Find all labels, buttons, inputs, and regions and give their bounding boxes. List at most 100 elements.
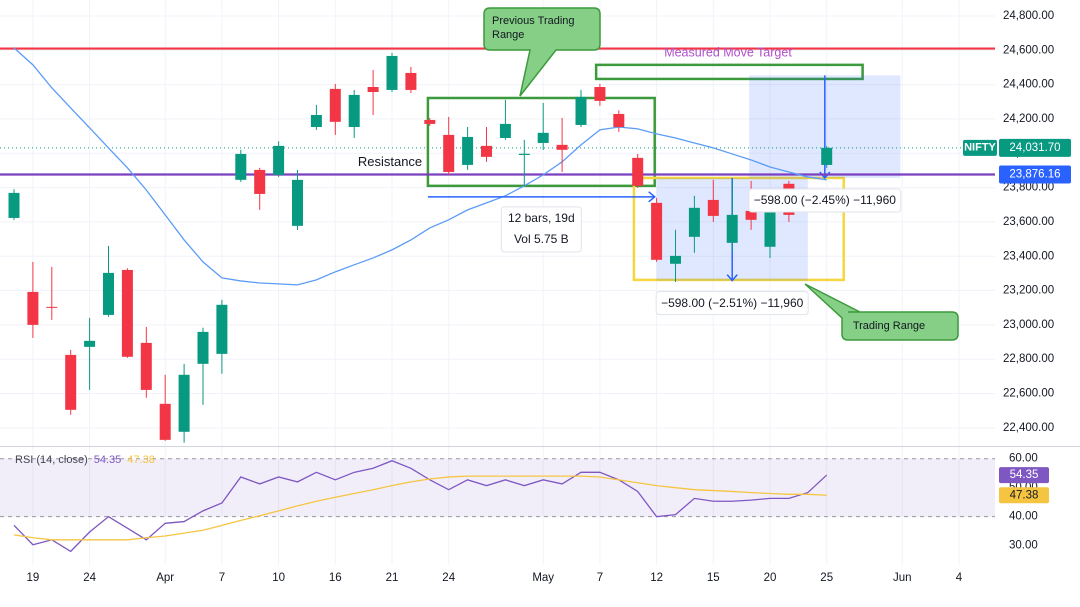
callout-trading-text: Trading Range <box>853 320 925 332</box>
y-tick-label: 24,800.00 <box>1003 10 1054 22</box>
x-tick-label: Jun <box>893 572 912 584</box>
rsi-tag-label: 47.38 <box>1010 489 1039 501</box>
x-tick-label: Apr <box>156 572 174 584</box>
measure-label-box <box>655 291 809 316</box>
candle-body <box>745 210 757 220</box>
candle-body <box>216 304 228 354</box>
symbol-label: NIFTY <box>964 142 996 154</box>
candle-body <box>197 331 209 364</box>
candle-body <box>65 354 77 410</box>
candle-body <box>518 153 530 155</box>
range-label: Vol 5.75 B <box>514 232 569 246</box>
x-tick-label: 4 <box>956 572 963 584</box>
candle-body <box>348 94 360 127</box>
resistance-label: Resistance <box>358 154 422 169</box>
candle-body <box>707 199 719 216</box>
candle-body <box>178 374 190 432</box>
candle-body <box>367 87 379 92</box>
x-tick-label: 7 <box>219 572 225 584</box>
x-tick-label: 21 <box>386 572 399 584</box>
rsi-tag <box>999 487 1049 504</box>
symbol-tag <box>963 139 997 156</box>
candle-body <box>594 87 606 101</box>
x-tick-label: 24 <box>442 572 455 584</box>
y-tick-label: 24,200.00 <box>1003 113 1054 125</box>
candle-body <box>27 291 39 325</box>
rsi-legend-title: RSI (14, close) <box>15 454 88 466</box>
y-tick-label: 23,200.00 <box>1003 285 1054 297</box>
y-tick-label: 23,800.00 <box>1003 182 1054 194</box>
candle-body <box>556 144 568 150</box>
y-tick-label: 22,400.00 <box>1003 422 1054 434</box>
candle-body <box>140 342 152 390</box>
y-tick-label: 23,600.00 <box>1003 216 1054 228</box>
candle-body <box>121 269 133 357</box>
last-price-tag <box>999 138 1071 157</box>
candle-body <box>8 192 20 218</box>
candle-body <box>443 134 455 172</box>
candle-body <box>310 114 322 127</box>
callout-prev-text: Previous Trading <box>492 15 575 27</box>
candle-body <box>46 306 58 308</box>
x-tick-label: 24 <box>83 572 96 584</box>
candle-body <box>764 211 776 247</box>
range-arrowhead <box>648 191 656 203</box>
candle-body <box>688 207 700 237</box>
y-tick-label: 23,000.00 <box>1003 319 1054 331</box>
candle-body <box>537 132 549 143</box>
rsi-band <box>0 458 995 517</box>
last-price-label: 24,031.70 <box>1009 142 1060 154</box>
rsi-line <box>13 475 827 541</box>
candle-body <box>84 340 96 347</box>
x-tick-label: 20 <box>764 572 777 584</box>
rsi-tick-label: 30.00 <box>1009 540 1038 552</box>
level-label: 23,876.16 <box>1009 169 1060 181</box>
candle-body <box>821 147 833 165</box>
range-box <box>594 63 864 81</box>
callout-trading <box>804 283 959 341</box>
moving-average <box>13 47 827 286</box>
candle-body <box>651 202 663 260</box>
price-pane: 12 bars, 19d Vol 5.75 B −598.00 (−2.51%) −… <box>0 7 995 443</box>
y-tick-label: 22,600.00 <box>1003 388 1054 400</box>
measure-label: −598.00 (−2.51%) −11,960 <box>661 296 804 310</box>
candle-body <box>670 255 681 264</box>
range-box <box>632 176 845 282</box>
rsi-tick-label: 60.00 <box>1009 453 1038 465</box>
x-tick-label: 15 <box>707 572 720 584</box>
candle-body <box>726 214 738 243</box>
candle-body <box>292 179 303 226</box>
x-tick-label: 19 <box>27 572 40 584</box>
y-tick-label: 24,400.00 <box>1003 79 1054 91</box>
candle-body <box>481 145 492 157</box>
callout-prev-text: Range <box>492 29 524 41</box>
y-tick-label: 22,800.00 <box>1003 353 1054 365</box>
candle-body <box>386 55 398 90</box>
rsi-tick-label: 40.00 <box>1009 511 1038 523</box>
candle-body <box>273 145 285 175</box>
candle-body <box>575 96 587 125</box>
candle-body <box>329 88 341 122</box>
candle-body <box>103 272 114 315</box>
candle-body <box>462 136 474 165</box>
measure-label-box <box>748 188 902 213</box>
range-label: 12 bars, 19d <box>508 211 575 225</box>
x-tick-label: 25 <box>820 572 833 584</box>
candle-body <box>159 403 171 440</box>
candle-body <box>405 72 417 90</box>
range-box <box>426 96 656 188</box>
y-tick-label: 24,600.00 <box>1003 44 1054 56</box>
measure-label: −598.00 (−2.45%) −11,960 <box>754 193 897 207</box>
x-tick-label: 12 <box>650 572 663 584</box>
rsi-tag-label: 54.35 <box>1010 469 1039 481</box>
x-tick-label: May <box>532 572 554 584</box>
range-label-box <box>500 206 582 253</box>
target-label: Measured Move Target <box>664 45 792 59</box>
y-tick-label: 23,400.00 <box>1003 250 1054 262</box>
candle-body <box>235 153 247 180</box>
rsi-legend-value: 47.38 <box>127 454 155 466</box>
candle-body <box>499 123 511 138</box>
measure-arrowhead <box>726 274 738 282</box>
